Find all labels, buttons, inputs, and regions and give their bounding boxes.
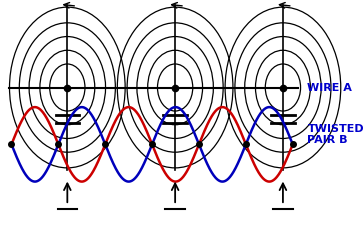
Text: WIRE A: WIRE A (307, 83, 352, 92)
Text: TWISTED
PAIR B: TWISTED PAIR B (307, 124, 363, 145)
